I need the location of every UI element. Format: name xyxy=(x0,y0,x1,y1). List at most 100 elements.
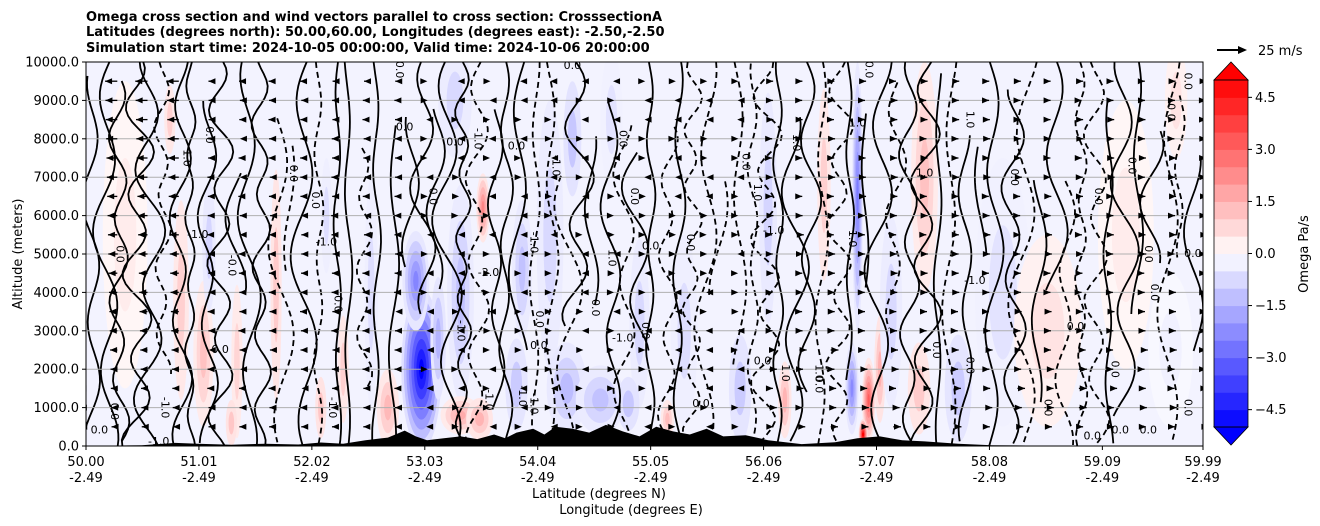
wind-vector xyxy=(332,78,340,85)
wind-vector xyxy=(766,116,774,123)
wind-vector xyxy=(363,251,371,257)
wind-vector xyxy=(581,78,589,85)
wind-vector xyxy=(700,270,708,277)
wind-vector xyxy=(1013,97,1021,104)
wind-vector xyxy=(1013,116,1021,123)
wind-vector xyxy=(300,78,308,85)
wind-vector xyxy=(857,97,865,104)
wind-vector xyxy=(1044,423,1052,430)
wind-vector xyxy=(1078,347,1086,353)
wind-vector xyxy=(1043,347,1051,353)
wind-vector xyxy=(1076,78,1084,85)
wind-vector xyxy=(638,385,646,392)
wind-vector xyxy=(795,270,803,277)
wind-vector xyxy=(105,78,118,85)
wind-vector xyxy=(919,97,927,104)
wind-vector xyxy=(362,97,370,104)
wind-vector xyxy=(331,366,339,373)
wind-vector xyxy=(483,327,491,334)
wind-vector xyxy=(826,193,834,200)
wind-vector xyxy=(861,423,869,430)
wind-vector xyxy=(731,155,739,161)
wind-vector xyxy=(331,135,339,142)
wind-vector xyxy=(269,97,277,104)
x-tick-lon-label: -2.49 xyxy=(1086,471,1120,486)
wind-vector xyxy=(1107,174,1115,181)
wind-vector xyxy=(238,327,246,334)
wind-vector xyxy=(981,193,989,200)
omega-feature xyxy=(430,277,447,400)
wind-vector xyxy=(765,251,773,257)
wind-vector xyxy=(363,423,371,430)
wind-vector xyxy=(110,347,118,353)
wind-vector xyxy=(638,366,646,373)
wind-vector xyxy=(1078,385,1087,392)
wind-vector xyxy=(458,385,466,392)
wind-vector xyxy=(829,404,837,411)
contour-label: 1.0 xyxy=(779,364,792,382)
contour-label: 0.0 xyxy=(754,355,772,368)
wind-vector xyxy=(576,308,584,315)
wind-vector xyxy=(985,347,993,353)
wind-vector xyxy=(520,231,528,238)
wind-vector xyxy=(795,404,803,411)
wind-vector xyxy=(737,251,745,257)
wind-vector xyxy=(644,174,652,181)
wind-vector xyxy=(675,347,683,353)
wind-vector xyxy=(675,366,683,373)
wind-vector xyxy=(332,385,340,392)
wind-vector xyxy=(1138,327,1146,334)
wind-vector xyxy=(139,308,148,315)
wind-vector xyxy=(172,385,180,392)
wind-vector xyxy=(668,78,676,85)
x-tick-lon-label: -2.49 xyxy=(634,471,668,486)
wind-vector xyxy=(1139,404,1147,411)
wind-vector xyxy=(107,193,118,200)
wind-vector xyxy=(1168,327,1176,334)
wind-vector xyxy=(1168,116,1176,123)
wind-vector xyxy=(483,78,491,85)
omega-contour xyxy=(561,62,595,327)
wind-vector xyxy=(1138,212,1146,219)
wind-vector xyxy=(1106,347,1114,353)
omega-contour xyxy=(957,135,973,442)
contour-label: 0.0 xyxy=(812,376,825,394)
contour-label: 0.0 xyxy=(963,357,976,375)
colorbar-segment xyxy=(1214,184,1248,202)
wind-vector xyxy=(544,116,552,123)
negative-omega-contour xyxy=(884,82,908,329)
wind-vector xyxy=(920,270,928,277)
wind-vector xyxy=(889,251,897,257)
wind-vector xyxy=(268,78,276,85)
wind-vector xyxy=(301,385,309,392)
wind-vector xyxy=(420,366,428,373)
negative-omega-contour xyxy=(283,145,296,272)
wind-vector xyxy=(795,327,803,334)
wind-vector xyxy=(982,78,990,85)
wind-vector xyxy=(795,116,803,123)
wind-vector xyxy=(795,193,803,200)
wind-vector xyxy=(1105,289,1113,296)
wind-vector xyxy=(1043,155,1051,161)
wind-vector xyxy=(300,308,308,315)
wind-vector xyxy=(606,347,614,353)
wind-vector xyxy=(983,327,991,334)
contour-label: 0.0 xyxy=(863,61,876,79)
wind-vector xyxy=(544,308,552,315)
wind-vector xyxy=(1013,78,1021,85)
wind-vector xyxy=(575,404,583,411)
x-tick-lon-label: -2.49 xyxy=(182,471,216,486)
wind-vector xyxy=(300,155,308,161)
wind-vector xyxy=(983,231,991,238)
wind-vector xyxy=(674,327,682,334)
omega-feature xyxy=(536,100,564,370)
wind-vector xyxy=(239,231,247,238)
wind-vector xyxy=(420,97,428,104)
wind-vector xyxy=(489,174,497,181)
contour-label: 0.0 xyxy=(628,188,641,206)
contour-label: 0.0 xyxy=(564,59,582,72)
wind-vector xyxy=(1043,97,1051,104)
wind-vector xyxy=(765,289,773,296)
wind-vector xyxy=(268,155,276,161)
wind-vector xyxy=(168,174,179,181)
